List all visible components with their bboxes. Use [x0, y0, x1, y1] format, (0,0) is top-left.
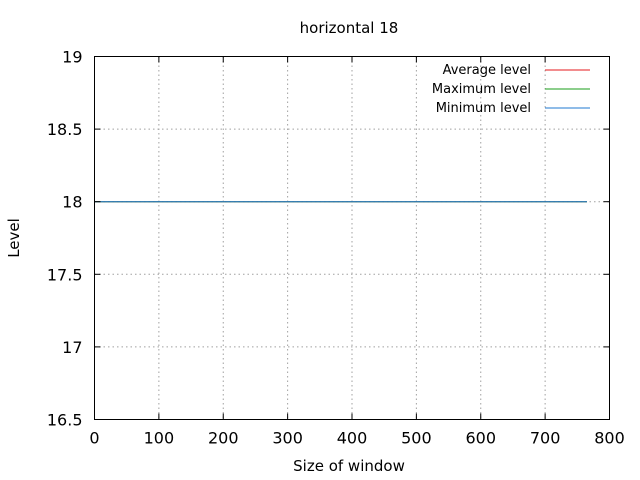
y-tick-label: 17: [62, 338, 82, 357]
x-tick-label: 500: [401, 429, 432, 448]
y-tick-label: 18: [62, 193, 82, 212]
y-tick-label: 19: [62, 48, 82, 67]
y-tick-label: 17.5: [47, 265, 83, 284]
x-tick-label: 400: [337, 429, 368, 448]
axis-ticks: [94, 56, 610, 420]
y-tick-label: 16.5: [47, 411, 83, 430]
x-tick-label: 300: [272, 429, 303, 448]
legend: Average level Maximum level Minimum level: [432, 63, 590, 116]
y-tick-label: 18.5: [47, 120, 83, 139]
legend-label: Average level: [443, 63, 531, 78]
x-tick-label: 800: [594, 429, 625, 448]
x-tick-label: 700: [530, 429, 561, 448]
legend-label: Maximum level: [432, 82, 531, 97]
x-tick-label: 200: [208, 429, 239, 448]
legend-label: Minimum level: [436, 101, 531, 116]
x-tick-label: 0: [89, 429, 99, 448]
x-tick-label: 100: [144, 429, 175, 448]
x-axis-title: Size of window: [293, 457, 405, 475]
grid: [94, 56, 610, 420]
y-tick-labels: 16.5 17 17.5 18 18.5 19: [47, 48, 83, 430]
x-tick-labels: 0 100 200 300 400 500 600 700 800: [89, 429, 624, 448]
x-tick-label: 600: [465, 429, 496, 448]
chart-title: horizontal 18: [300, 19, 399, 37]
y-axis-title: Level: [5, 218, 23, 258]
